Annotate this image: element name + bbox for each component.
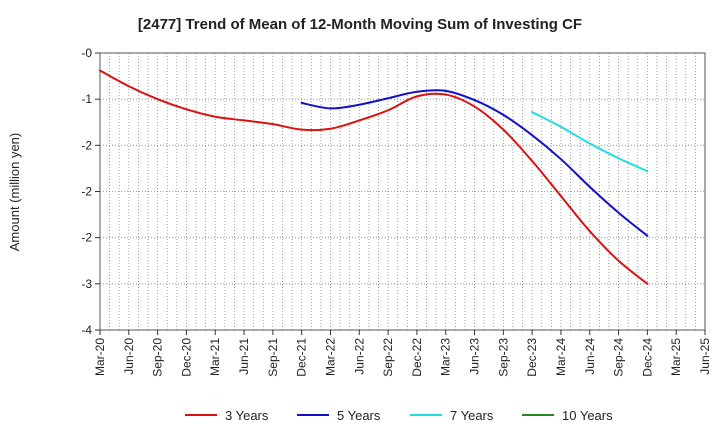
y-tick-label: -2 [81, 185, 92, 199]
legend: 3 Years 5 Years 7 Years 10 Years [185, 408, 613, 423]
x-tick-label: Sep-20 [151, 338, 165, 377]
x-tick-label: Jun-22 [352, 338, 366, 375]
y-axis-label: Amount (million yen) [7, 133, 22, 252]
grid-lines [100, 53, 705, 330]
x-tick-label: Dec-24 [640, 338, 654, 377]
series-line-7-years [531, 111, 649, 173]
x-tick-label: Jun-21 [237, 338, 251, 375]
y-tick-label: -3 [81, 277, 92, 291]
x-tick-label: Sep-24 [612, 338, 626, 377]
plot-frame [99, 52, 706, 331]
legend-label-10-years: 10 Years [562, 408, 613, 423]
x-tick-label: Jun-24 [583, 338, 597, 375]
series-lines [99, 69, 649, 285]
x-tick-label: Dec-21 [295, 338, 309, 377]
x-tick-label: Mar-22 [323, 338, 337, 376]
chart-title: [2477] Trend of Mean of 12-Month Moving … [138, 16, 582, 33]
x-tick-label: Sep-22 [381, 338, 395, 377]
legend-label-3-years: 3 Years [225, 408, 269, 423]
x-tick-label: Jun-25 [698, 338, 712, 375]
x-tick-label: Dec-22 [410, 338, 424, 377]
y-tick-label: -4 [81, 323, 92, 337]
y-tick-label: -1 [81, 92, 92, 106]
x-tick-label: Jun-20 [122, 338, 136, 375]
y-tick-label: -2 [81, 138, 92, 152]
legend-label-7-years: 7 Years [450, 408, 494, 423]
y-tick-label: -0 [81, 46, 92, 60]
x-tick-label: Sep-23 [496, 338, 510, 377]
x-tick-label: Mar-23 [439, 338, 453, 376]
x-tick-label: Mar-25 [669, 338, 683, 376]
legend-label-5-years: 5 Years [337, 408, 381, 423]
series-line-5-years [300, 89, 649, 237]
x-tick-label: Mar-20 [93, 338, 107, 376]
x-tick-label: Dec-20 [179, 338, 193, 377]
x-tick-label: Mar-21 [208, 338, 222, 376]
x-tick-label: Mar-24 [554, 338, 568, 376]
x-tick-label: Jun-23 [468, 338, 482, 375]
x-tick-label: Dec-23 [525, 338, 539, 377]
x-tick-label: Sep-21 [266, 338, 280, 377]
y-tick-label: -2 [81, 231, 92, 245]
series-line-3-years [99, 69, 649, 285]
